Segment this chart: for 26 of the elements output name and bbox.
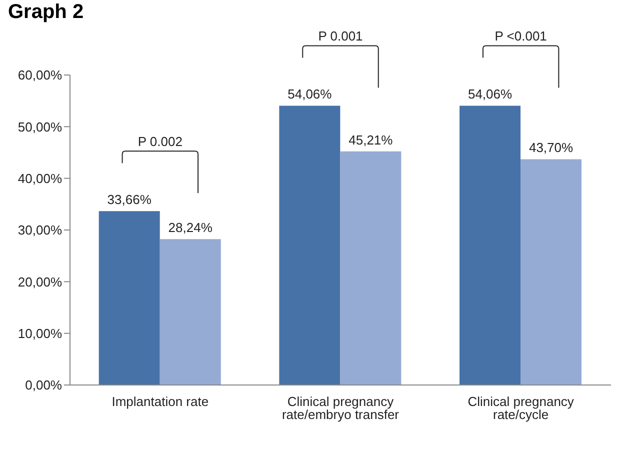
- data-label: 45,21%: [348, 132, 394, 148]
- y-tick-label: 50,00%: [18, 119, 62, 134]
- x-tick-label: Clinical pregnancy rate/embryo transfer: [282, 394, 400, 422]
- bar: [340, 151, 402, 385]
- text: P 0.001: [318, 28, 363, 44]
- bar: [460, 106, 521, 385]
- data-label: 33,66%: [107, 192, 152, 208]
- bar: [160, 239, 221, 385]
- y-tick-label: 20,00%: [18, 274, 62, 290]
- y-tick-label: 40,00%: [18, 170, 62, 186]
- y-tick-label: 30,00%: [18, 222, 62, 238]
- text: P <0.001: [494, 28, 547, 44]
- data-label: 54,06%: [468, 86, 513, 102]
- x-tick-label: Clinical pregnancy rate/cycle: [468, 394, 574, 422]
- data-label: 54,06%: [288, 86, 332, 102]
- y-tick-label: 60,00%: [18, 68, 62, 83]
- bar: [279, 106, 340, 385]
- y-tick-label: 10,00%: [18, 326, 62, 341]
- y-tick-label: 0,00%: [25, 378, 62, 393]
- annotation: P 0.002: [138, 134, 182, 150]
- bar: [98, 211, 160, 385]
- x-tick-label: Implantation rate: [112, 394, 209, 410]
- chart-title: Graph 2: [8, 1, 85, 25]
- bar: [520, 159, 582, 385]
- data-label: 28,24%: [168, 220, 213, 236]
- data-label: 43,70%: [528, 140, 574, 156]
